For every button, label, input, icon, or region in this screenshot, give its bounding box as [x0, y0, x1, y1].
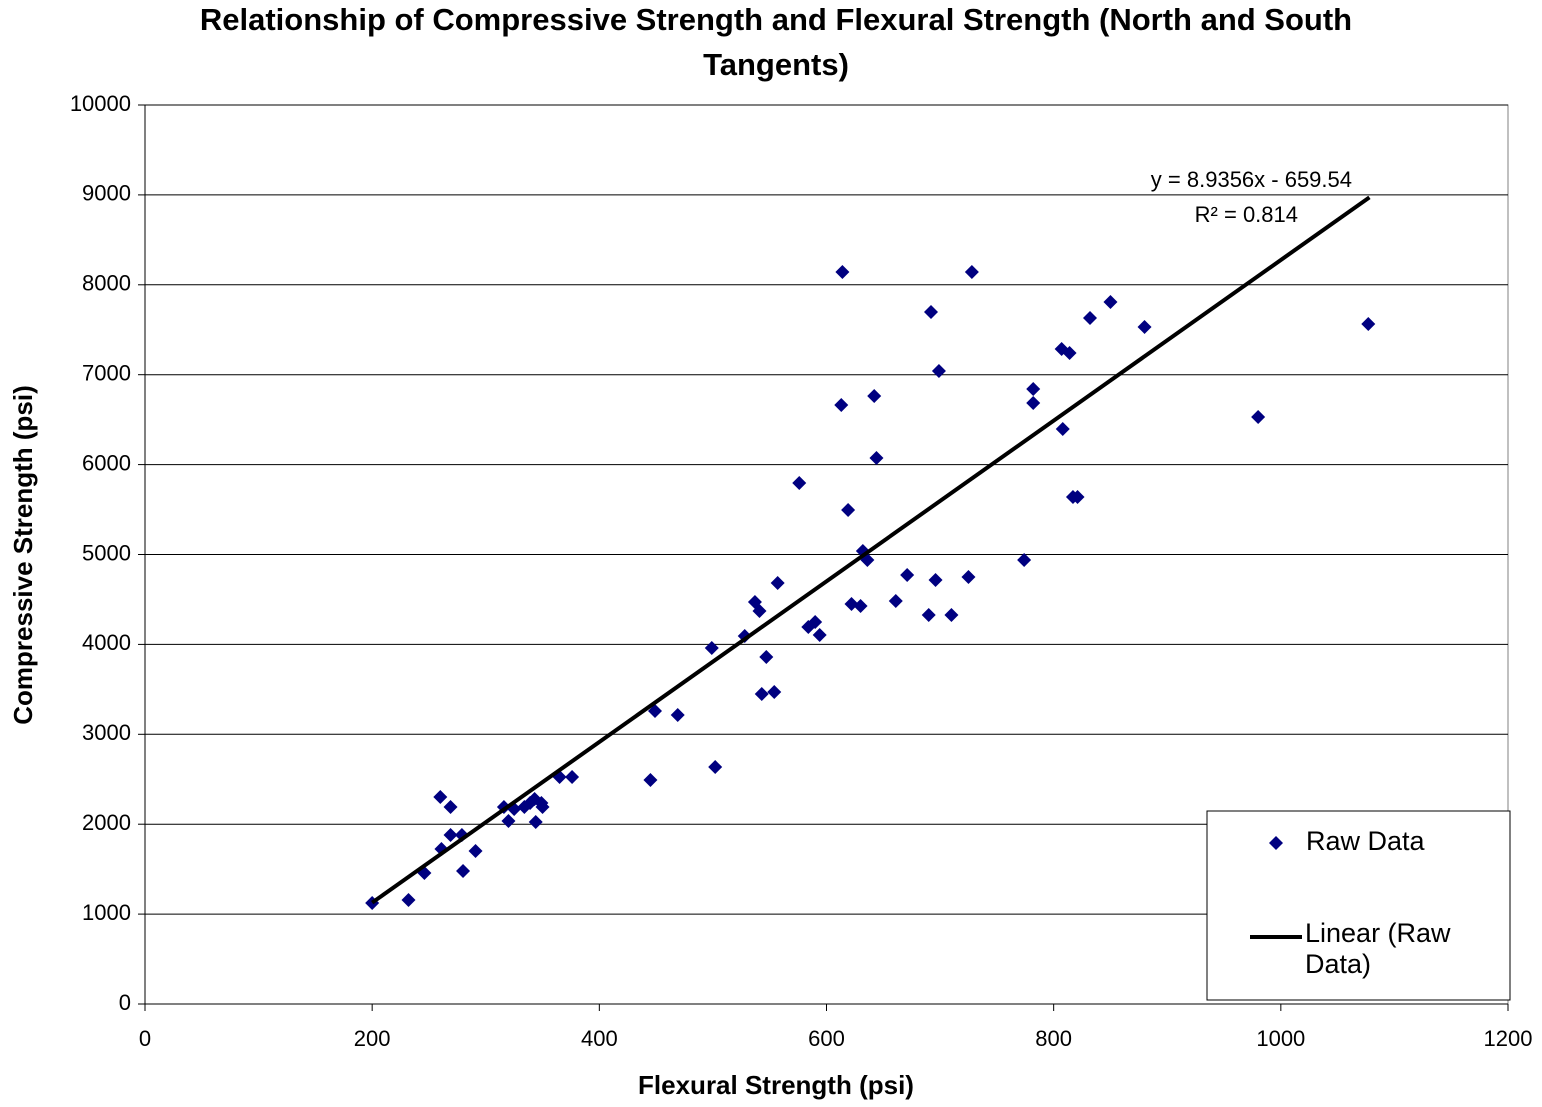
- data-point: [931, 364, 946, 379]
- x-tick-label: 200: [354, 1026, 391, 1051]
- data-point: [792, 476, 807, 491]
- data-point: [961, 569, 976, 584]
- data-point: [565, 770, 580, 785]
- data-point: [752, 603, 767, 618]
- data-point: [1026, 396, 1041, 411]
- data-point: [1070, 489, 1085, 504]
- data-point: [888, 593, 903, 608]
- chart-title-line2: Tangents): [703, 47, 849, 82]
- data-point: [923, 305, 938, 320]
- legend-label-wrap: Linear (Raw Data): [1305, 918, 1451, 979]
- trend-equation: y = 8.9356x - 659.54: [1151, 167, 1352, 192]
- legend-label: Raw Data: [1306, 826, 1426, 856]
- data-point: [1017, 552, 1032, 567]
- data-point: [808, 615, 823, 630]
- data-point: [401, 892, 416, 907]
- r-squared: R² = 0.814: [1195, 202, 1298, 227]
- data-point: [928, 573, 943, 588]
- data-point: [1251, 409, 1266, 424]
- data-point: [1062, 346, 1077, 361]
- y-tick-label: 2000: [82, 810, 131, 835]
- y-tick-label: 0: [119, 990, 131, 1015]
- data-point: [1026, 381, 1041, 396]
- x-axis-label: Flexural Strength (psi): [638, 1070, 914, 1100]
- y-tick-label: 10000: [70, 91, 131, 116]
- data-point: [767, 685, 782, 700]
- legend-marker: [1269, 836, 1283, 850]
- data-point: [1361, 316, 1376, 331]
- chart-title: Relationship of Compressive Strength and…: [200, 2, 1352, 37]
- data-point: [501, 813, 516, 828]
- data-point: [759, 649, 774, 664]
- x-tick-label: 800: [1035, 1026, 1072, 1051]
- x-tick-label: 1000: [1256, 1026, 1305, 1051]
- x-tick-label: 1200: [1484, 1026, 1533, 1051]
- y-tick-label: 4000: [82, 630, 131, 655]
- x-tick-label: 400: [581, 1026, 618, 1051]
- data-point: [900, 567, 915, 582]
- data-point: [1055, 421, 1070, 436]
- data-point: [433, 789, 448, 804]
- data-point: [528, 815, 543, 830]
- data-point: [443, 827, 458, 842]
- y-tick-label: 3000: [82, 720, 131, 745]
- data-point: [708, 760, 723, 775]
- data-point: [670, 707, 685, 722]
- y-tick-label: 5000: [82, 540, 131, 565]
- data-point: [1083, 310, 1098, 325]
- data-point: [770, 575, 785, 590]
- y-tick-label: 6000: [82, 450, 131, 475]
- x-tick-label: 0: [139, 1026, 151, 1051]
- data-point: [443, 800, 458, 815]
- trendline: [371, 195, 1371, 905]
- data-point: [867, 389, 882, 404]
- y-tick-label: 8000: [82, 271, 131, 296]
- data-point: [468, 843, 483, 858]
- data-point: [944, 608, 959, 623]
- data-point: [853, 599, 868, 614]
- data-point: [835, 265, 850, 280]
- y-tick-label: 9000: [82, 181, 131, 206]
- data-point: [869, 451, 884, 466]
- data-point: [456, 864, 471, 879]
- data-point: [834, 397, 849, 412]
- legend-box: [1206, 810, 1511, 1001]
- data-point: [841, 502, 856, 517]
- data-point: [643, 772, 658, 787]
- data-point: [704, 640, 719, 655]
- y-axis-label: Compressive Strength (psi): [8, 385, 38, 725]
- y-tick-label: 7000: [82, 361, 131, 386]
- data-point: [812, 627, 827, 642]
- data-point: [844, 597, 859, 612]
- data-point: [1137, 319, 1152, 334]
- data-point: [921, 608, 936, 623]
- legend-label: Linear (Raw Data): [1305, 918, 1451, 979]
- data-point: [535, 800, 550, 815]
- x-tick-label: 600: [808, 1026, 845, 1051]
- data-point: [754, 687, 769, 702]
- y-tick-label: 1000: [82, 900, 131, 925]
- data-point: [1103, 294, 1118, 309]
- data-point: [964, 265, 979, 280]
